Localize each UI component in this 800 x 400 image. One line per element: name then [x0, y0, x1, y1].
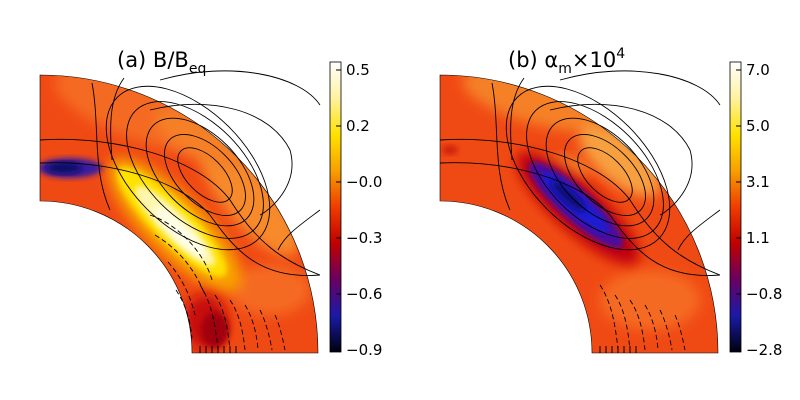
colorbar-tick-label: −0.8 — [746, 285, 782, 303]
colorbar-tick-label: 5.0 — [746, 117, 770, 135]
panel-b-title-subscript: m — [558, 61, 572, 77]
panel-a-heatmap — [39, 74, 319, 354]
colorbar-tick-label: 1.1 — [746, 229, 770, 247]
panel-b-colorbar-ticks: 7.0 5.0 3.1 1.1 −0.8 −2.8 — [736, 61, 782, 359]
panel-a-title-prefix: (a) B/B — [117, 48, 189, 72]
panel-b: (b) αm×104 7.0 5.0 3.1 1.1 −0.8 −2.8 — [439, 46, 782, 359]
panel-a: (a) B/Beq 0.5 0.2 −0.0 −0.3 −0.6 −0.9 — [39, 48, 382, 359]
panel-a-axis-ticks — [199, 346, 237, 353]
panel-b-heatmap — [439, 74, 719, 354]
panel-a-title: (a) B/Beq — [117, 48, 206, 77]
panel-a-field-lines — [39, 70, 321, 276]
colorbar-tick-label: 0.5 — [346, 61, 370, 79]
panel-b-colorbar-bar — [729, 61, 742, 353]
panel-b-title: (b) αm×104 — [508, 46, 625, 77]
colorbar-tick-label: −0.3 — [346, 229, 382, 247]
svg-text:(b) αm×104: (b) αm×104 — [508, 46, 625, 77]
panel-b-title-prefix: (b) α — [508, 48, 558, 72]
panel-b-axis-ticks — [599, 346, 637, 353]
panel-b-title-superscript: 4 — [616, 46, 625, 62]
panel-b-field-lines — [439, 70, 721, 276]
panel-a-colorbar-bar — [329, 61, 342, 353]
panel-a-dashed-contours — [149, 214, 286, 351]
colorbar-tick-label: −2.8 — [746, 341, 782, 359]
panel-a-colorbar: 0.5 0.2 −0.0 −0.3 −0.6 −0.9 — [329, 61, 382, 359]
panel-b-dashed-contours — [599, 284, 686, 351]
panel-b-title-suffix: ×10 — [572, 48, 616, 72]
colorbar-tick-label: −0.0 — [346, 173, 382, 191]
svg-text:(a) B/Beq: (a) B/Beq — [117, 48, 206, 77]
colorbar-tick-label: −0.9 — [346, 341, 382, 359]
colorbar-tick-label: −0.6 — [346, 285, 382, 303]
colorbar-tick-label: 7.0 — [746, 61, 770, 79]
colorbar-tick-label: 3.1 — [746, 173, 770, 191]
colorbar-tick-label: 0.2 — [346, 117, 370, 135]
panel-a-title-subscript: eq — [189, 61, 207, 77]
panel-a-colorbar-ticks: 0.5 0.2 −0.0 −0.3 −0.6 −0.9 — [336, 61, 382, 359]
panel-b-colorbar: 7.0 5.0 3.1 1.1 −0.8 −2.8 — [729, 61, 782, 359]
